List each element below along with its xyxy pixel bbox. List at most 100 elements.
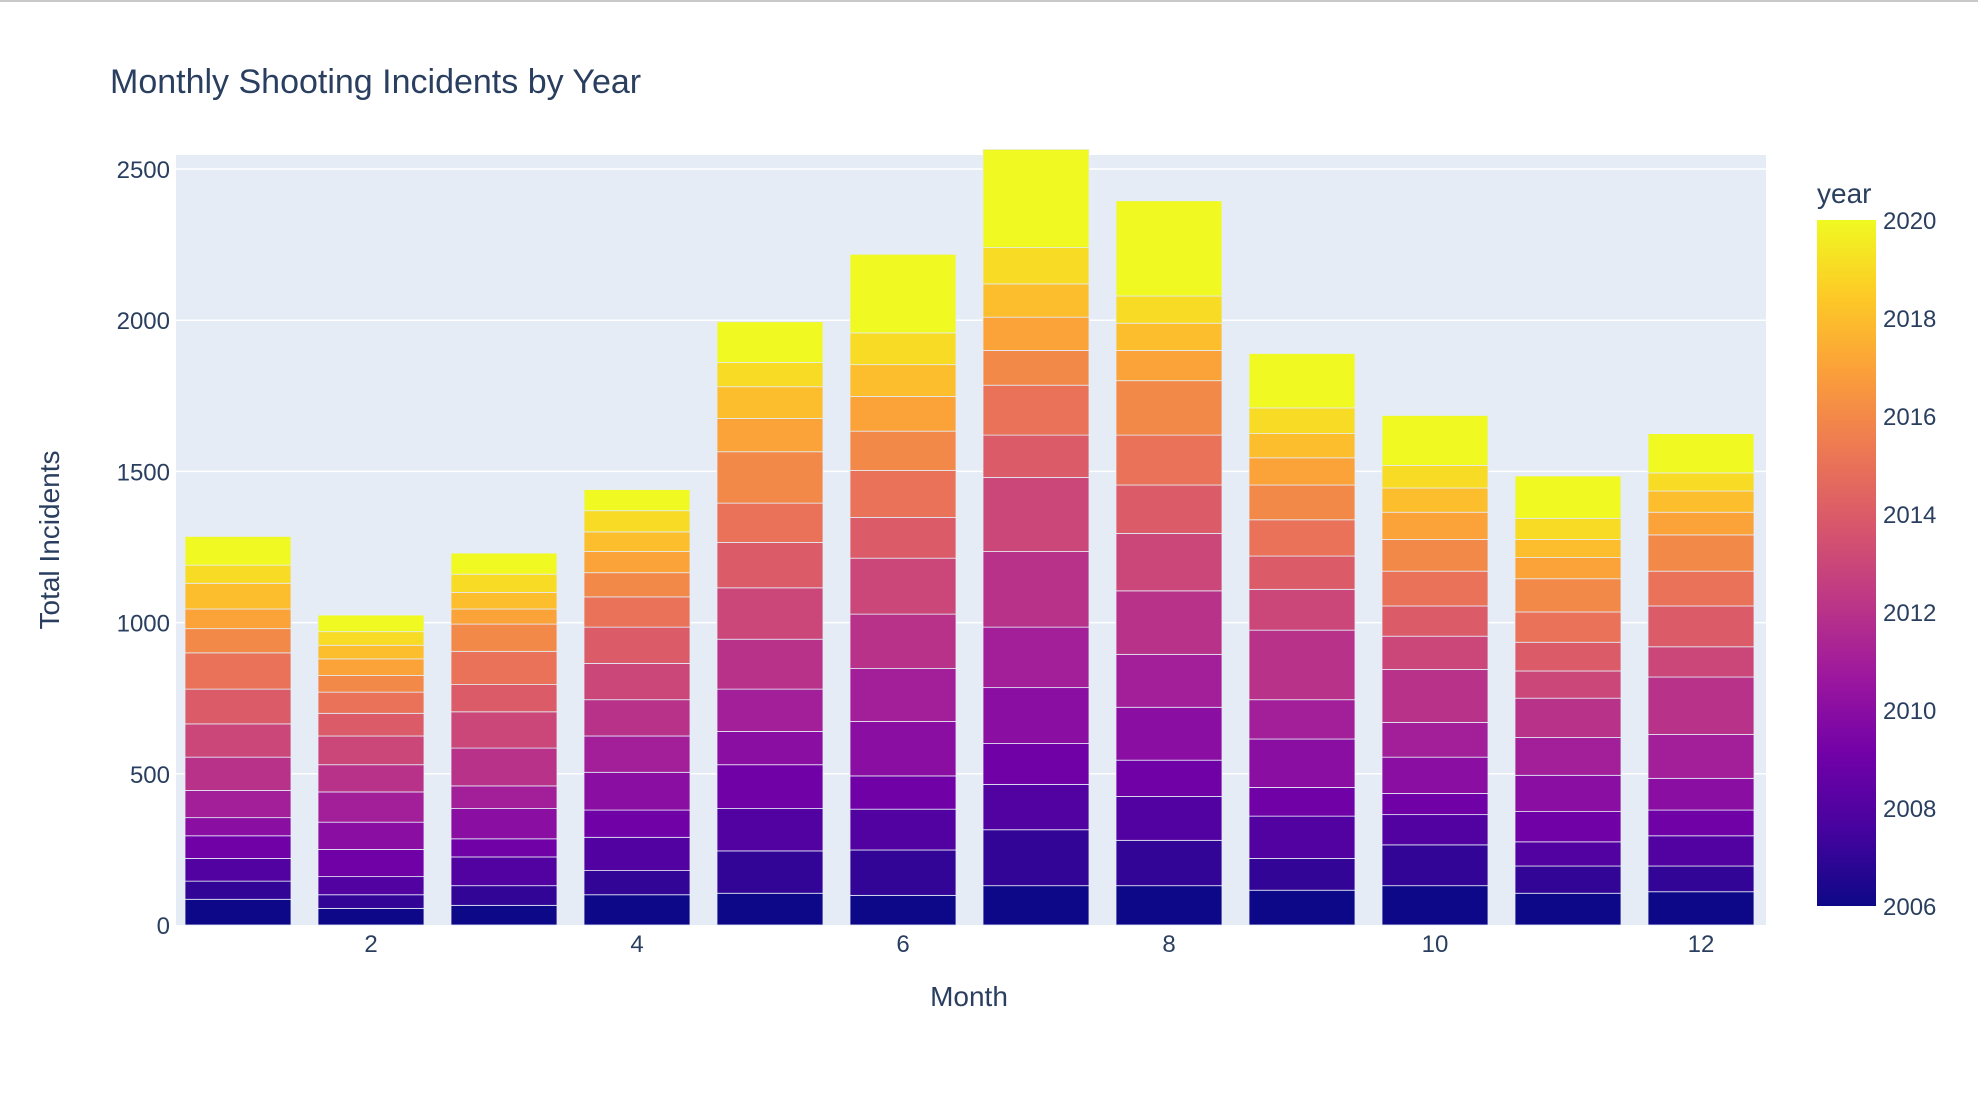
x-tick-label: 12 (1688, 931, 1715, 958)
colorbar-tick-label: 2008 (1883, 796, 1936, 823)
bar-segment-month-12-year-2012 (1647, 676, 1755, 735)
colorbar-tick-label: 2020 (1883, 208, 1936, 235)
bar-segment-month-2-year-2007 (317, 894, 425, 909)
bar-segment-month-5-year-2015 (716, 502, 824, 543)
bar-segment-month-5-year-2013 (716, 587, 824, 640)
bar-segment-month-9-year-2012 (1248, 629, 1356, 701)
bar-segment-month-8-year-2019 (1115, 295, 1223, 324)
y-tick-labels: 0 500 1000 1500 2000 2500 (117, 157, 170, 940)
bar-segment-month-11-year-2006 (1514, 892, 1622, 926)
bar-segment-month-9-year-2010 (1248, 738, 1356, 788)
bar-segment-month-8-year-2007 (1115, 839, 1223, 887)
bar-segment-month-5-year-2019 (716, 362, 824, 388)
bar-segment-month-6-year-2019 (849, 332, 957, 366)
bar-segment-month-6-year-2008 (849, 808, 957, 851)
bar-segment-month-5-year-2012 (716, 638, 824, 690)
y-tick-label: 2000 (117, 308, 170, 335)
x-tick-labels: 2 4 6 8 10 12 (364, 931, 1714, 958)
bar-segment-month-4-year-2008 (583, 836, 691, 871)
bar-segment-month-12-year-2018 (1647, 490, 1755, 513)
y-tick-label: 0 (157, 913, 170, 940)
bar-segment-month-4-year-2012 (583, 699, 691, 737)
colorbar-tick-label: 2014 (1883, 502, 1936, 529)
plot-area-background (176, 155, 1766, 925)
bar-segment-month-5-year-2014 (716, 542, 824, 589)
bar-segment-month-2-year-2020 (317, 614, 425, 633)
bar-segment-month-4-year-2010 (583, 771, 691, 811)
bar-segment-month-12-year-2013 (1647, 646, 1755, 678)
x-tick-label: 10 (1422, 931, 1449, 958)
y-tick-label: 1500 (117, 459, 170, 486)
bar-segment-month-3-year-2019 (450, 573, 558, 593)
bar-segment-month-9-year-2019 (1248, 407, 1356, 434)
colorbar-title: year (1817, 178, 1871, 209)
bar-segment-month-12-year-2016 (1647, 534, 1755, 572)
bar-segment-month-10-year-2020 (1381, 415, 1489, 466)
bar-segment-month-2-year-2019 (317, 631, 425, 646)
bar-segment-month-3-year-2006 (450, 904, 558, 926)
bar-segment-month-1-year-2014 (184, 688, 292, 725)
bar-segment-month-4-year-2006 (583, 894, 691, 926)
bar-segment-month-3-year-2016 (450, 623, 558, 652)
bar-segment-month-8-year-2011 (1115, 653, 1223, 708)
y-tick-label: 500 (130, 762, 170, 789)
bar-segment-month-6-year-2013 (849, 557, 957, 615)
bar-segment-month-12-year-2017 (1647, 511, 1755, 536)
bar-segment-month-11-year-2020 (1514, 475, 1622, 519)
bar-segment-month-11-year-2018 (1514, 539, 1622, 558)
bar-segment-month-11-year-2012 (1514, 697, 1622, 738)
bar-segment-month-4-year-2016 (583, 572, 691, 598)
x-tick-label: 8 (1162, 931, 1175, 958)
colorbar-tick-label: 2006 (1883, 894, 1936, 921)
bar-segment-month-11-year-2009 (1514, 811, 1622, 843)
bar-segment-month-2-year-2008 (317, 876, 425, 896)
bar-segment-month-4-year-2019 (583, 510, 691, 533)
bar-segment-month-9-year-2006 (1248, 889, 1356, 926)
bar-segment-month-4-year-2011 (583, 735, 691, 773)
bar-segment-month-7-year-2020 (982, 148, 1090, 249)
bar-segment-month-5-year-2007 (716, 850, 824, 894)
bar-segment-month-9-year-2014 (1248, 555, 1356, 590)
bar-segment-month-6-year-2009 (849, 775, 957, 810)
bar-segment-month-7-year-2008 (982, 783, 1090, 831)
bar-segment-month-10-year-2014 (1381, 605, 1489, 637)
bar-segment-month-11-year-2013 (1514, 670, 1622, 699)
bar-segment-month-6-year-2010 (849, 721, 957, 777)
bar-segment-month-1-year-2016 (184, 628, 292, 654)
top-border (0, 0, 1978, 2)
bar-segment-month-3-year-2020 (450, 552, 558, 575)
bar-segment-month-5-year-2011 (716, 688, 824, 732)
bar-segment-month-3-year-2009 (450, 838, 558, 858)
bar-segment-month-12-year-2009 (1647, 809, 1755, 837)
bar-segment-month-1-year-2015 (184, 652, 292, 690)
bar-segment-month-4-year-2014 (583, 626, 691, 664)
bar-segment-month-7-year-2018 (982, 283, 1090, 318)
bar-segment-month-12-year-2019 (1647, 472, 1755, 492)
bar-segment-month-7-year-2016 (982, 350, 1090, 386)
bar-segment-month-4-year-2020 (583, 489, 691, 512)
bar-segment-month-5-year-2017 (716, 418, 824, 453)
bar-segment-month-5-year-2008 (716, 808, 824, 852)
bar-segment-month-6-year-2012 (849, 613, 957, 669)
bar-segment-month-2-year-2015 (317, 691, 425, 714)
bar-segment-month-3-year-2007 (450, 885, 558, 906)
bar-segment-month-8-year-2009 (1115, 759, 1223, 797)
chart-title: Monthly Shooting Incidents by Year (110, 63, 641, 101)
bar-segment-month-4-year-2018 (583, 531, 691, 552)
bar-segment-month-1-year-2019 (184, 564, 292, 584)
bar-segment-month-10-year-2009 (1381, 793, 1489, 816)
colorbar-tick-label: 2018 (1883, 306, 1936, 333)
x-tick-label: 6 (896, 931, 909, 958)
bar-segment-month-10-year-2015 (1381, 570, 1489, 607)
bar-segment-month-1-year-2012 (184, 756, 292, 791)
bar-segment-month-3-year-2010 (450, 808, 558, 840)
bar-segment-month-5-year-2006 (716, 892, 824, 926)
bar-segment-month-8-year-2020 (1115, 200, 1223, 297)
bar-segment-month-8-year-2013 (1115, 532, 1223, 592)
bar-segment-month-9-year-2007 (1248, 858, 1356, 891)
bar-segment-month-9-year-2008 (1248, 815, 1356, 859)
bar-segment-month-11-year-2017 (1514, 557, 1622, 580)
bar-segment-month-2-year-2013 (317, 735, 425, 766)
bar-segment-month-4-year-2009 (583, 809, 691, 838)
